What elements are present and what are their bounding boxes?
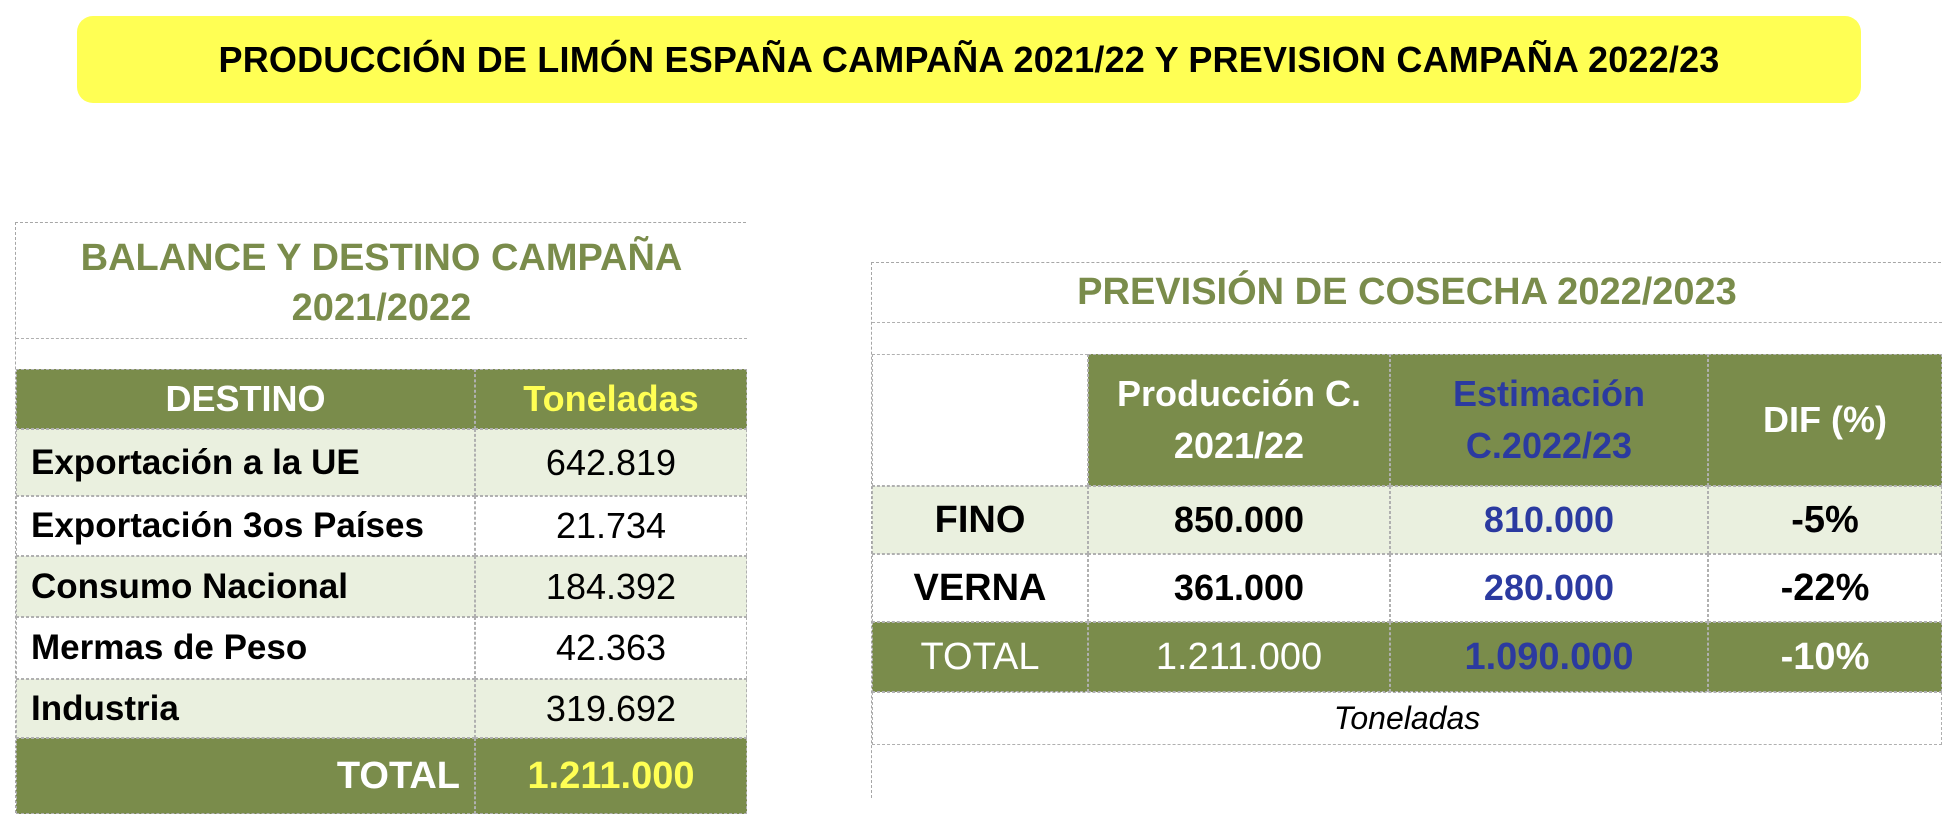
col-header-destino: DESTINO [16, 369, 475, 429]
unit-note-cell: Toneladas [872, 692, 1942, 745]
row-prod-verna: 361.000 [1088, 554, 1390, 622]
table-row-label: Consumo Nacional [16, 556, 475, 617]
row-label-total: TOTAL [872, 622, 1088, 692]
page-title-banner: PRODUCCIÓN DE LIMÓN ESPAÑA CAMPAÑA 2021/… [77, 16, 1861, 103]
row-label-fino: FINO [872, 486, 1088, 554]
row-prod-fino: 850.000 [1088, 486, 1390, 554]
row-dif-fino: -5% [1708, 486, 1942, 554]
balance-total-label: TOTAL [16, 738, 475, 814]
row-dif-total: -10% [1708, 622, 1942, 692]
table-row-value: 21.734 [475, 496, 747, 556]
balance-table: BALANCE Y DESTINO CAMPAÑA 2021/2022 DEST… [15, 222, 747, 814]
balance-spacer [16, 339, 747, 369]
table-row-label: Industria [16, 679, 475, 738]
col-header-produccion-line2: 2021/22 [1173, 425, 1305, 466]
table-row-label: Exportación 3os Países [16, 496, 475, 556]
table-row-value: 184.392 [475, 556, 747, 617]
prevision-title: PREVISIÓN DE COSECHA 2022/2023 [1077, 271, 1737, 313]
row-est-fino: 810.000 [1390, 486, 1708, 554]
table-row-value: 42.363 [475, 617, 747, 679]
row-label-verna: VERNA [872, 554, 1088, 622]
table-row-value: 319.692 [475, 679, 747, 738]
row-dif-verna: -22% [1708, 554, 1942, 622]
prevision-spacer [872, 323, 1942, 354]
prevision-title-cell: PREVISIÓN DE COSECHA 2022/2023 [872, 263, 1942, 323]
page-title: PRODUCCIÓN DE LIMÓN ESPAÑA CAMPAÑA 2021/… [218, 38, 1720, 80]
col-header-estimacion-line1: Estimación [1452, 373, 1646, 414]
col-header-dif: DIF (%) [1708, 354, 1942, 486]
col-header-produccion: Producción C. 2021/22 [1088, 354, 1390, 486]
header-blank-cell [872, 354, 1088, 486]
col-header-toneladas: Toneladas [475, 369, 747, 429]
unit-note: Toneladas [1333, 700, 1481, 736]
balance-total-value: 1.211.000 [475, 738, 747, 814]
balance-title-line2: 2021/2022 [291, 286, 472, 329]
col-header-estimacion: Estimación C.2022/23 [1390, 354, 1708, 486]
balance-title-line1: BALANCE Y DESTINO CAMPAÑA [80, 236, 683, 279]
row-est-total: 1.090.000 [1390, 622, 1708, 692]
table-row-value: 642.819 [475, 429, 747, 496]
row-est-verna: 280.000 [1390, 554, 1708, 622]
prevision-footer-spacer [872, 745, 1942, 799]
row-prod-total: 1.211.000 [1088, 622, 1390, 692]
col-header-produccion-line1: Producción C. [1116, 373, 1362, 414]
balance-title-cell: BALANCE Y DESTINO CAMPAÑA 2021/2022 [16, 223, 747, 339]
prevision-table: PREVISIÓN DE COSECHA 2022/2023 Producció… [871, 262, 1942, 799]
col-header-estimacion-line2: C.2022/23 [1465, 425, 1633, 466]
table-row-label: Exportación a la UE [16, 429, 475, 496]
table-row-label: Mermas de Peso [16, 617, 475, 679]
